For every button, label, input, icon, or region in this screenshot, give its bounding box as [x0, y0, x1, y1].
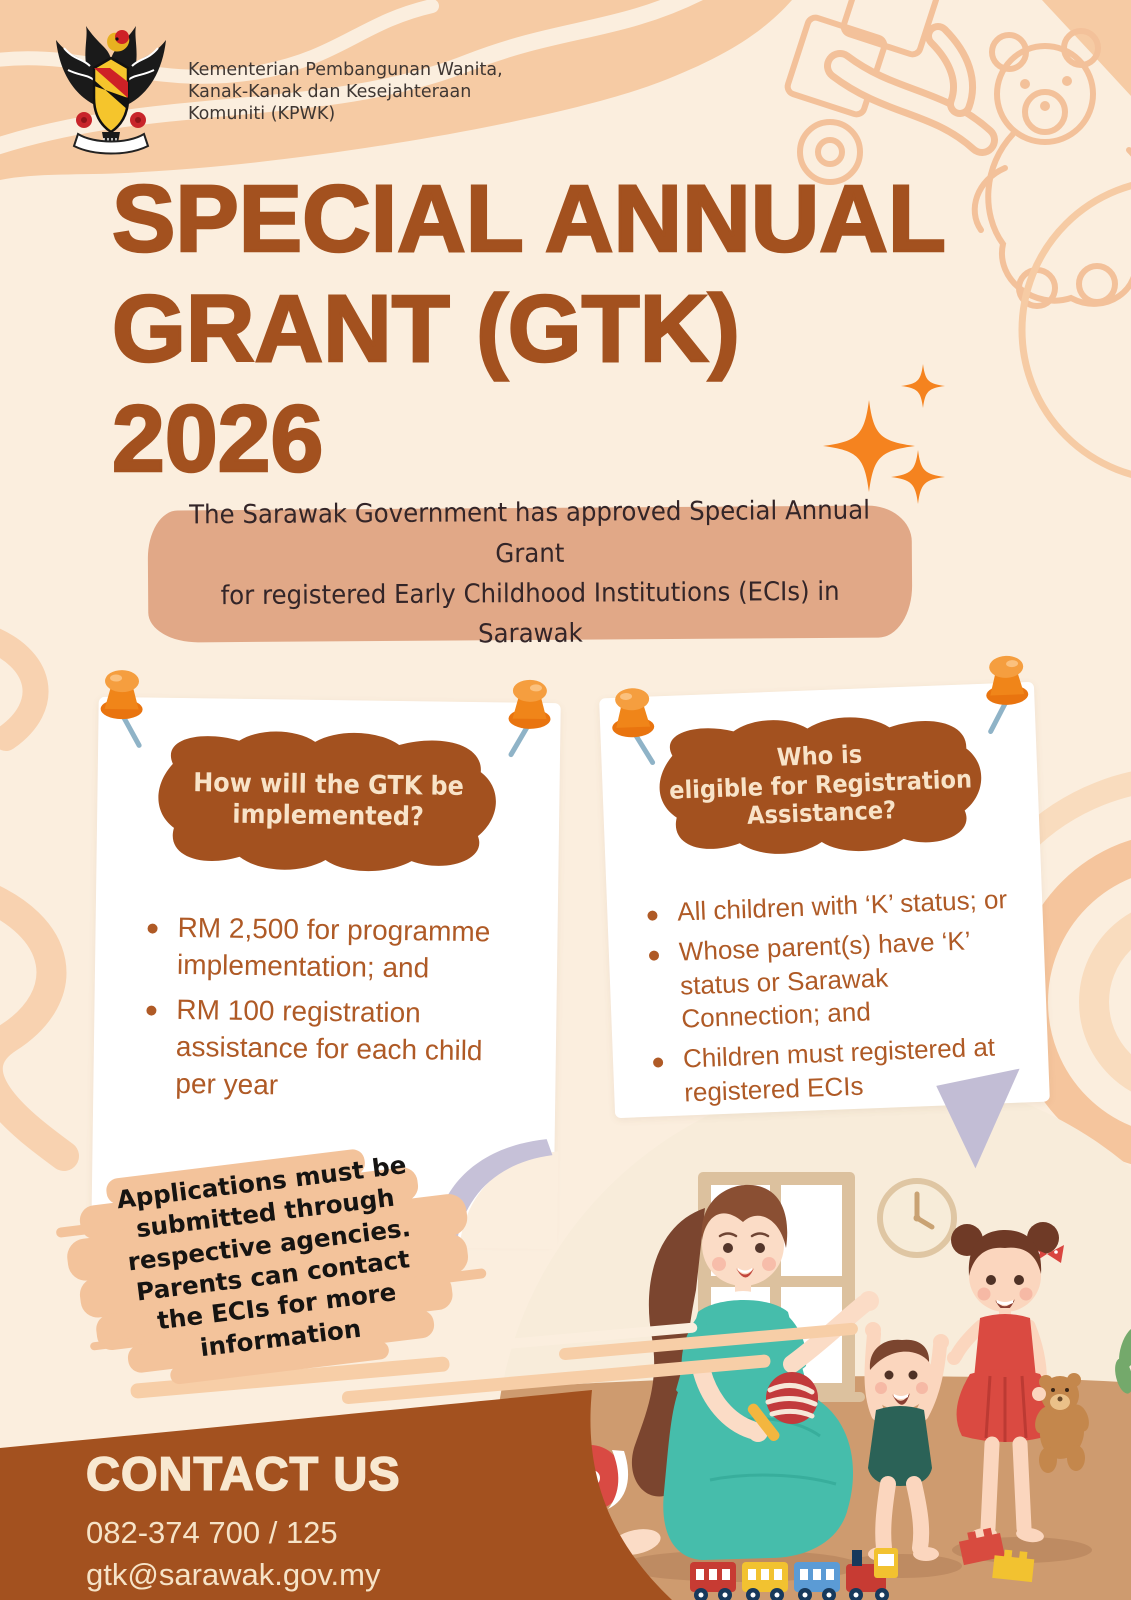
ministry-name: Kementerian Pembangunan Wanita, Kanak-Ka…	[188, 59, 503, 126]
note-applications: Applications must be submitted through r…	[56, 1126, 487, 1409]
card-heading-blob: How will the GTK be implemented?	[139, 721, 517, 880]
folded-corner-icon	[936, 1068, 1020, 1169]
teddy-bear-toy	[1032, 1373, 1089, 1473]
contact-email: gtk@sarawak.gov.my	[86, 1557, 381, 1592]
title-line: 2026	[111, 385, 325, 494]
card-heading-line: Assistance?	[746, 795, 897, 831]
toy-blocks	[958, 1527, 1035, 1583]
bullet-item: RM 100 registration assistance for each …	[145, 991, 531, 1107]
clock-icon	[877, 1178, 957, 1258]
card-gtk-implementation: How will the GTK be implemented? RM 2,50…	[91, 670, 561, 1250]
classroom-illustration	[495, 1080, 1131, 1600]
toy-train	[690, 1548, 898, 1600]
plant-leaves	[1115, 1326, 1131, 1394]
teddy-outline-icon	[971, 28, 1131, 309]
girl-figure	[947, 1222, 1089, 1543]
title-line: SPECIAL ANNUAL	[111, 165, 947, 274]
card-heading-line: implemented?	[232, 799, 425, 833]
card-heading-line: How will the GTK be	[193, 768, 465, 803]
baby-figure	[864, 1322, 949, 1561]
card-eligibility: Who is eligible for Registration Assista…	[599, 655, 1050, 1169]
ministry-header: Kementerian Pembangunan Wanita, Kanak-Ka…	[50, 24, 503, 160]
blob-shape	[659, 717, 981, 854]
contact-phone: 082-374 700 / 125	[86, 1515, 338, 1550]
brush-stroke-background	[56, 1149, 487, 1385]
card-bullet-list: RM 2,500 for programme implementation; a…	[93, 909, 558, 1108]
intro-line: for registered Early Childhood Instituti…	[220, 576, 840, 650]
bullet-item: RM 2,500 for programme implementation; a…	[147, 910, 532, 989]
bottom-band	[0, 1322, 858, 1600]
card-heading-line: Who is	[775, 739, 863, 772]
title-line: GRANT (GTK)	[111, 275, 741, 384]
intro-text: The Sarawak Government has approved Spec…	[170, 491, 889, 657]
blob-shape	[158, 731, 496, 872]
teacher-figure	[611, 1184, 879, 1560]
bullet-item: Whose parent(s) have ‘K’ status or Saraw…	[648, 922, 1033, 1038]
pushpin-icon	[612, 688, 656, 765]
band-shape	[0, 1390, 672, 1600]
poster-title: SPECIAL ANNUAL GRANT (GTK) 2026	[111, 164, 947, 495]
pushpin-icon	[100, 670, 143, 748]
intro-banner: The Sarawak Government has approved Spec…	[147, 496, 913, 650]
pushpin-icon	[508, 679, 551, 758]
toy-blocks-outline-icon	[784, 0, 998, 185]
contact-section: CONTACT US 082-374 700 / 125 gtk@sarawak…	[85, 1446, 401, 1593]
crest-ribbon	[72, 132, 150, 155]
rattle-toy	[747, 1372, 818, 1442]
ministry-name-line: Kanak-Kanak dan Kesejahteraan	[188, 81, 472, 102]
card-heading: How will the GTK be implemented?	[154, 722, 502, 881]
pushpin-icon	[986, 655, 1029, 734]
card-heading-blob: Who is eligible for Registration Assista…	[640, 703, 999, 866]
note-text: Applications must be submitted through r…	[57, 1126, 487, 1409]
sparkles-icon	[823, 364, 945, 504]
ribbon-line	[0, 0, 439, 84]
ministry-name-line: Kementerian Pembangunan Wanita,	[188, 59, 503, 80]
intro-line: The Sarawak Government has approved Spec…	[189, 496, 871, 569]
card-heading: Who is eligible for Registration Assista…	[654, 704, 985, 866]
squiggle-decor	[0, 628, 79, 1171]
corner-wedge-shape	[1042, 0, 1131, 96]
contact-heading: CONTACT US	[85, 1446, 401, 1501]
ministry-name-line: Komuniti (KPWK)	[188, 104, 336, 125]
sarawak-crest-logo	[56, 26, 166, 155]
